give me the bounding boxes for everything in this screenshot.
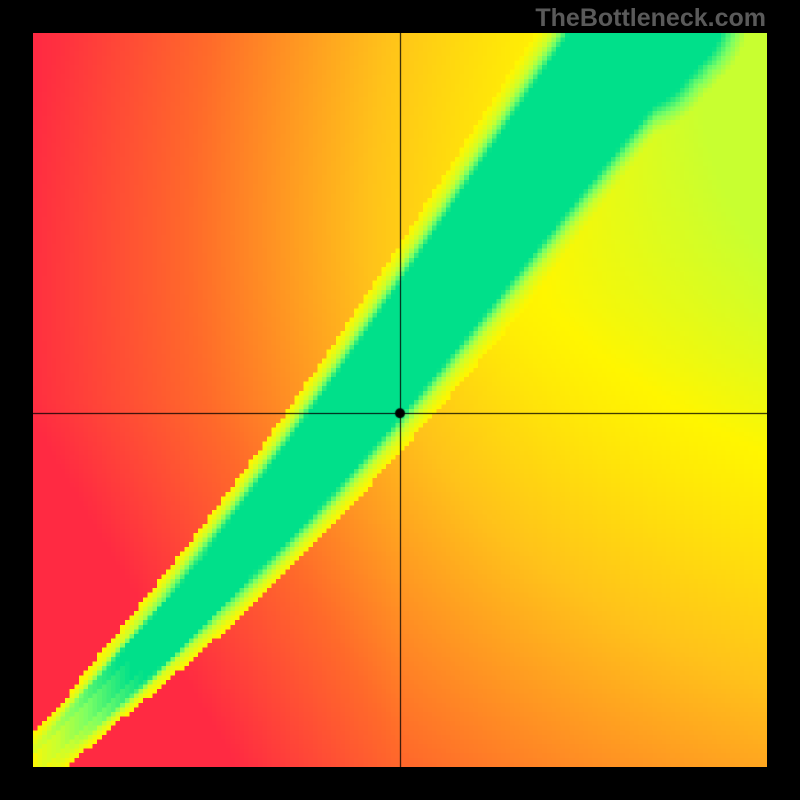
chart-container: TheBottleneck.com [0,0,800,800]
watermark-text: TheBottleneck.com [535,4,766,33]
overlay-canvas [33,33,767,767]
